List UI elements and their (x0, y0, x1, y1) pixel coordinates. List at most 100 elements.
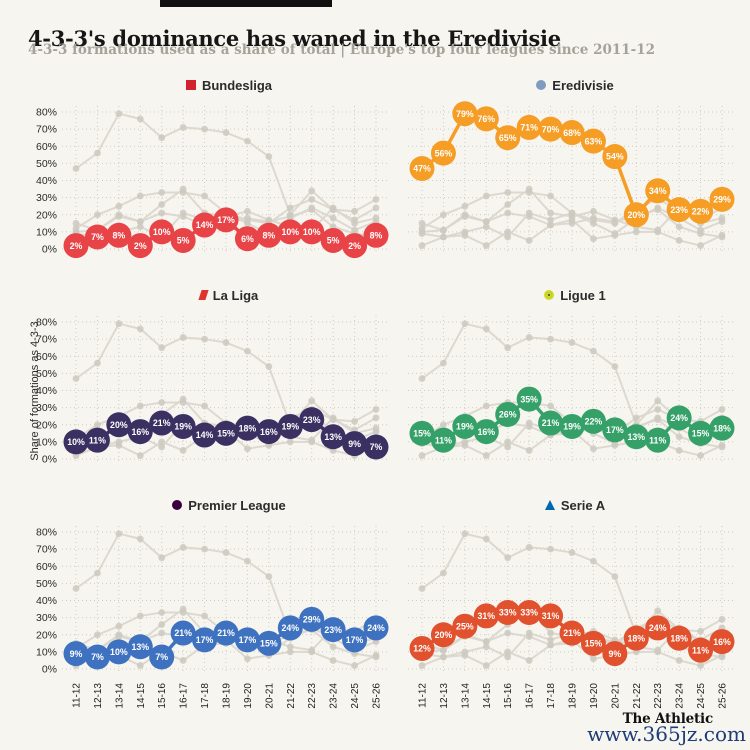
x-tick-label: 16-17 (525, 683, 536, 709)
data-point-bundesliga-18-19 (213, 207, 239, 233)
data-point-bundesliga-15-16 (149, 219, 175, 245)
data-point-label: 56% (435, 148, 453, 158)
data-point-bundesliga-12-13 (84, 224, 110, 250)
data-point-label: 10% (67, 437, 85, 447)
x-tick-label: 16-17 (179, 683, 190, 709)
data-point-serie-a-17-18 (538, 603, 564, 629)
data-point-eredivisie-12-13 (430, 140, 456, 166)
data-point-label: 16% (131, 427, 149, 437)
data-point-label: 21% (542, 418, 560, 428)
data-point-bundesliga-14-15 (127, 233, 153, 259)
data-point-label: 17% (196, 635, 214, 645)
data-point-label: 24% (281, 623, 299, 633)
y-tick-label: 70% (36, 124, 57, 136)
y-tick-label: 80% (36, 107, 57, 119)
data-point-ligue-1-13-14 (452, 413, 478, 439)
x-tick-label: 12-13 (439, 683, 450, 709)
x-tick-label: 18-19 (222, 683, 233, 709)
data-point-ligue-1-21-22 (623, 424, 649, 450)
chart-ligue-1: 15%11%19%16%26%35%21% 19%22%17%13% 11%24%1… (408, 316, 736, 463)
data-point-bundesliga-22-23 (299, 219, 325, 245)
data-point-bundesliga-24-25 (342, 233, 368, 259)
data-point-label: 20% (627, 210, 645, 220)
data-point-ligue-1-11-12 (409, 420, 435, 446)
data-point-premier-league-19-20 (234, 627, 260, 653)
data-point-bundesliga-17-18 (192, 212, 218, 238)
data-point-label: 29% (713, 195, 731, 205)
league-label: Ligue 1 (560, 287, 606, 303)
data-point-label: 21% (174, 628, 192, 638)
y-tick-label: 30% (36, 402, 57, 414)
x-tick-label: 14-15 (482, 683, 493, 709)
data-point-label: 15% (585, 639, 603, 649)
data-point-serie-a-21-22 (623, 625, 649, 651)
data-point-eredivisie-14-15 (473, 106, 499, 132)
data-point-label: 79% (456, 109, 474, 119)
data-point-label: 24% (367, 623, 385, 633)
data-point-serie-a-16-17 (516, 599, 542, 625)
data-point-la-liga-17-18 (192, 422, 218, 448)
data-point-premier-league-18-19 (213, 620, 239, 646)
x-tick-label: 13-14 (114, 683, 125, 709)
data-point-ligue-1-22-23 (645, 427, 671, 453)
data-point-label: 18% (670, 633, 688, 643)
data-point-label: 68% (563, 128, 581, 138)
x-tick-label: 22-23 (653, 683, 664, 709)
data-point-label: 15% (217, 429, 235, 439)
data-point-label: 17% (239, 635, 257, 645)
data-point-label: 19% (174, 422, 192, 432)
data-point-label: 16% (260, 427, 278, 437)
ligue-1-logo-icon (544, 290, 555, 300)
data-point-label: 2% (348, 241, 361, 251)
data-point-label: 20% (110, 420, 128, 430)
data-point-ligue-1-17-18 (538, 410, 564, 436)
page-title: 4-3-3's dominance has waned in the Eredi… (28, 26, 561, 52)
data-point-label: 24% (649, 623, 667, 633)
panel-bundesliga: Bundesliga 0% 10% 20% 30% 40% 50% 60% 70% 80% 2% 7%… (28, 76, 396, 266)
data-point-label: 22% (692, 207, 710, 217)
premier-league-logo-icon (172, 500, 183, 510)
data-point-label: 11% (692, 645, 709, 655)
data-point-label: 9% (348, 439, 361, 449)
data-point-label: 2% (134, 241, 147, 251)
data-point-serie-a-13-14 (452, 613, 478, 639)
data-point-label: 19% (456, 422, 474, 432)
data-point-bundesliga-19-20 (234, 226, 260, 252)
y-tick-label: 60% (36, 561, 57, 573)
chart-premier-league: 0%10%20%30%40%50%60%70%80%9% 7%10%13%7%21… (36, 526, 390, 709)
y-tick-label: 50% (36, 158, 57, 170)
data-point-label: 18% (713, 423, 731, 433)
y-tick-label: 60% (36, 351, 57, 363)
x-tick-label: 19-20 (589, 683, 600, 709)
y-tick-label: 50% (36, 368, 57, 380)
y-tick-label: 0% (42, 244, 57, 256)
data-point-ligue-1-20-21 (602, 417, 628, 443)
watermark-text: www.365jz.com (587, 722, 746, 746)
data-point-label: 34% (649, 186, 667, 196)
data-point-bundesliga-21-22 (277, 219, 303, 245)
data-point-ligue-1-25-26 (709, 415, 735, 441)
data-point-ligue-1-24-25 (688, 420, 714, 446)
data-point-la-liga-18-19 (213, 420, 239, 446)
data-point-label: 13% (324, 432, 342, 442)
brand-logo: The Athletic (622, 711, 714, 727)
data-point-bundesliga-13-14 (106, 222, 132, 248)
league-label: Eredivisie (552, 77, 614, 93)
chart-bundesliga: 0% 10% 20% 30% 40% 50% 60% 70% 80% 2% 7% 8% 2% 10% 5% 1… (36, 106, 390, 259)
data-point-eredivisie-22-23 (645, 178, 671, 204)
data-point-label: 11% (649, 435, 666, 445)
data-point-label: 25% (456, 621, 474, 631)
x-tick-label: 25-26 (372, 683, 383, 709)
data-point-label: 54% (606, 152, 624, 162)
data-point-premier-league-16-17 (170, 620, 196, 646)
panel-header-serie-a: Serie A (408, 496, 742, 514)
y-tick-label: 40% (36, 385, 57, 397)
panel-ligue-1: Ligue 1 15% 11% 19% 16% 26% 35% 21% 19% 22% 17% 13%… (404, 286, 742, 476)
y-tick-label: 50% (36, 578, 57, 590)
redaction-bar (160, 0, 332, 7)
data-point-label: 26% (499, 410, 517, 420)
y-tick-label: 40% (36, 175, 57, 187)
data-point-label: 6% (241, 234, 254, 244)
data-point-label: 47% (413, 164, 431, 174)
data-point-label: 7% (155, 652, 168, 662)
